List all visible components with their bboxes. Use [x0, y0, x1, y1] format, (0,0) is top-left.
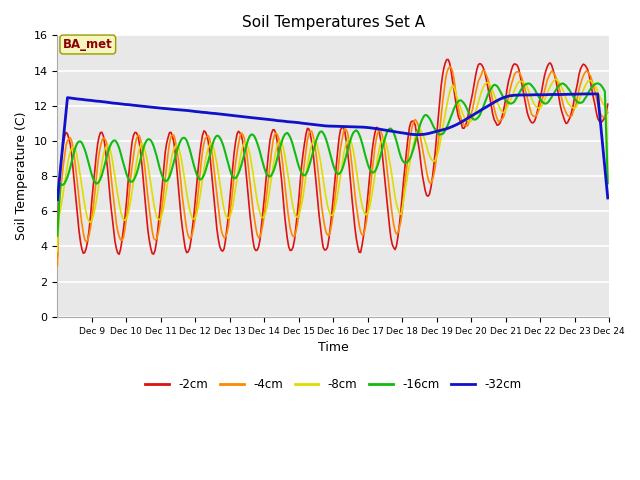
Title: Soil Temperatures Set A: Soil Temperatures Set A: [242, 15, 425, 30]
Text: BA_met: BA_met: [63, 38, 113, 51]
Y-axis label: Soil Temperature (C): Soil Temperature (C): [15, 112, 28, 240]
Legend: -2cm, -4cm, -8cm, -16cm, -32cm: -2cm, -4cm, -8cm, -16cm, -32cm: [141, 373, 526, 396]
X-axis label: Time: Time: [318, 341, 349, 354]
